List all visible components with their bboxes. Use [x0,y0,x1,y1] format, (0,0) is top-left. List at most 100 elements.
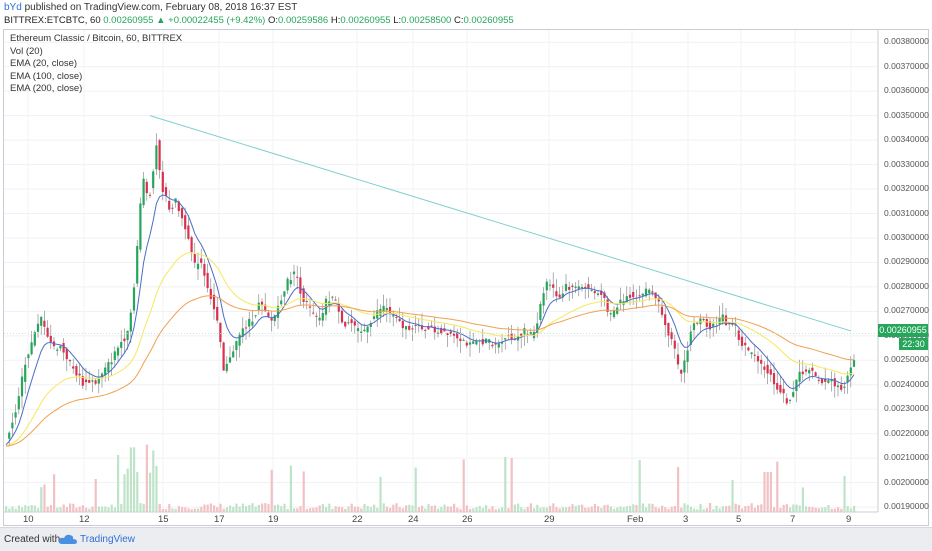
legend-item[interactable]: EMA (200, close) [10,83,83,94]
volume-bar [341,507,344,512]
candle-body [209,288,212,299]
price-tick-label: 0.00310000 [884,207,929,218]
volume-bar [369,507,372,512]
volume-bar [123,474,126,512]
volume-bar [280,506,283,512]
tradingview-cloud-icon [58,534,77,544]
volume-bar [814,507,817,512]
candle-body [88,379,91,383]
candle-body [699,318,702,325]
candle-body [46,327,49,337]
volume-bar [277,504,280,512]
change-arrow-icon: ▲ [156,15,166,26]
candle-body [27,354,30,359]
volume-bar [21,507,24,512]
candle-body [398,318,401,322]
candle-body [763,366,766,370]
candle-body [308,306,312,308]
candle-body [664,314,667,326]
candle-body [772,373,776,385]
volume-bar [267,504,270,512]
candle-body [184,215,187,230]
candle-body [273,315,276,322]
chart-frame[interactable] [3,29,929,526]
candle-body [497,343,500,348]
volume-bar [222,508,225,512]
volume-bar [238,506,241,512]
volume-bar [833,508,836,512]
candle-body [33,332,36,346]
last-price: 0.00260955 [103,15,154,26]
volume-bar [821,507,824,512]
volume-bar [254,506,257,512]
candle-body [792,392,795,397]
legend-item[interactable]: Ethereum Classic / Bitcoin, 60, BITTREX [10,33,183,44]
candle-body [302,288,305,302]
legend-item[interactable]: EMA (100, close) [10,70,83,82]
volume-bar [366,505,369,512]
candle-body [523,328,526,335]
candle-body [840,384,843,390]
ema-100-line [5,252,855,447]
candle-body [40,316,43,326]
volume-bar [449,506,452,512]
candle-body [545,281,548,291]
volume-bar [65,507,68,512]
volume-bar [453,503,456,512]
candle-body [337,303,340,312]
candle-body [836,385,840,388]
candle-body [689,331,692,345]
candle-body [785,398,788,404]
volume-bar [590,506,593,512]
price-chart[interactable] [0,0,932,527]
volume-bar [245,506,248,512]
candle-body [555,291,558,297]
candle-body [766,364,769,374]
legend-item[interactable]: Vol (20) [10,45,43,57]
candle-body [286,278,289,291]
volume-bar [283,503,286,512]
author-link[interactable]: bYd [4,2,22,13]
volume-bar [673,506,676,512]
tradingview-brand-link[interactable]: TradingView [80,534,136,545]
candle-body [20,376,24,397]
candle-body [449,331,452,334]
volume-bar [497,508,500,512]
candle-body [564,284,568,291]
volume-bar [257,504,260,512]
volume-bar [241,503,244,512]
volume-bar [552,503,555,512]
candle-body [529,332,532,334]
volume-bar [318,505,321,512]
volume-bar [40,487,43,512]
volume-bar [206,504,209,512]
volume-bar [213,505,216,512]
candle-body [312,312,315,314]
legend-item[interactable]: EMA (20, close) [10,58,78,69]
candle-body [452,333,456,336]
candle-body [782,388,785,394]
volume-bar [181,507,184,512]
volume-bar [587,507,590,512]
candle-body [427,326,430,330]
volume-bar [94,479,97,512]
candle-body [104,367,107,375]
candle-body [241,328,244,337]
candle-body [686,350,689,362]
candle-body [68,360,72,362]
volume-bar [155,465,158,512]
volume-bar [309,508,312,512]
candle-body [382,305,385,312]
candle-body [168,200,171,210]
volume-bar [229,505,232,512]
volume-bar [113,507,116,512]
volume-bar [261,503,264,512]
low-value: 0.00258500 [401,15,452,26]
published-line: bYd published on TradingView.com, Februa… [4,2,297,13]
price-tick-label: 0.00270000 [884,305,929,316]
volume-bar [843,475,846,512]
candle-body [107,362,110,373]
low-label: L: [393,15,402,26]
time-tick-label: 24 [408,514,419,525]
candle-body [14,412,17,418]
